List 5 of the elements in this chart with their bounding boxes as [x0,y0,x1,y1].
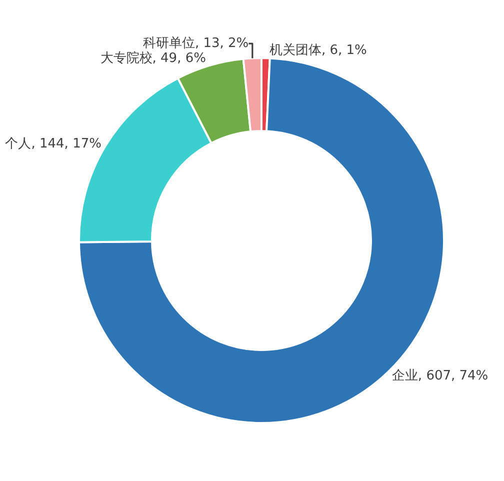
slice-label: 科研单位, 13, 2% [142,36,249,52]
slice-label: 机关团体, 6, 1% [269,43,367,58]
slice-label: 企业, 607, 74% [392,368,488,384]
slice-label: 大专院校, 49, 6% [100,51,206,66]
slice-label: 个人, 144, 17% [5,136,102,152]
